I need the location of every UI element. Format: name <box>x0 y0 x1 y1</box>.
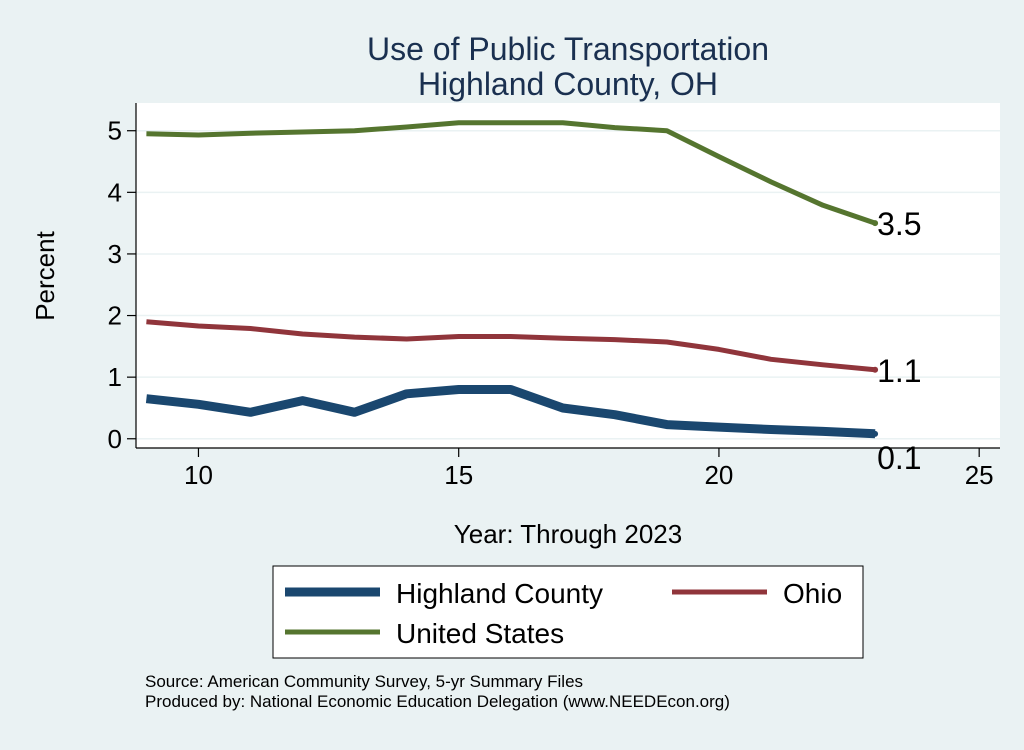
series-layer <box>145 120 879 439</box>
chart-title-line-1: Use of Public Transportation <box>367 31 769 67</box>
series-line-united-states <box>146 120 876 226</box>
legend: Highland County Ohio United States <box>272 565 864 659</box>
source-note: Source: American Community Survey, 5-yr … <box>145 672 584 691</box>
y-tick-label-0: 0 <box>108 424 122 454</box>
y-tick-label-2: 2 <box>108 301 122 331</box>
end-label-ohio: 1.1 <box>877 353 921 389</box>
y-tick-label-1: 1 <box>108 362 122 392</box>
y-tick-label-5: 5 <box>108 116 122 146</box>
x-tick-label-20: 20 <box>704 460 733 490</box>
series-line-highland-county <box>145 385 876 439</box>
x-tick-label-10: 10 <box>184 460 213 490</box>
end-point-ohio <box>872 366 879 373</box>
x-tick-label-15: 15 <box>444 460 473 490</box>
legend-box <box>272 565 864 659</box>
chart-title-line-2: Highland County, OH <box>418 66 718 102</box>
y-tick-label-3: 3 <box>108 239 122 269</box>
plot-area <box>136 103 1000 448</box>
end-point-united-states <box>872 220 879 227</box>
legend-label-ohio: Ohio <box>783 578 842 609</box>
axes: 0 1 2 3 4 5 10 15 20 25 <box>108 103 1000 490</box>
producer-note: Produced by: National Economic Education… <box>145 692 730 711</box>
x-axis-label: Year: Through 2023 <box>454 519 682 549</box>
series-line-ohio <box>146 319 876 373</box>
end-point-highland-county <box>872 430 879 437</box>
x-tick-label-25: 25 <box>965 460 994 490</box>
y-tick-label-4: 4 <box>108 177 122 207</box>
legend-label-highland-county: Highland County <box>396 578 603 609</box>
legend-label-united-states: United States <box>396 618 564 649</box>
end-labels: 0.1 1.1 3.5 <box>877 206 921 476</box>
end-label-highland-county: 0.1 <box>877 440 921 476</box>
y-axis-label: Percent <box>30 230 60 320</box>
end-label-united-states: 3.5 <box>877 206 921 242</box>
